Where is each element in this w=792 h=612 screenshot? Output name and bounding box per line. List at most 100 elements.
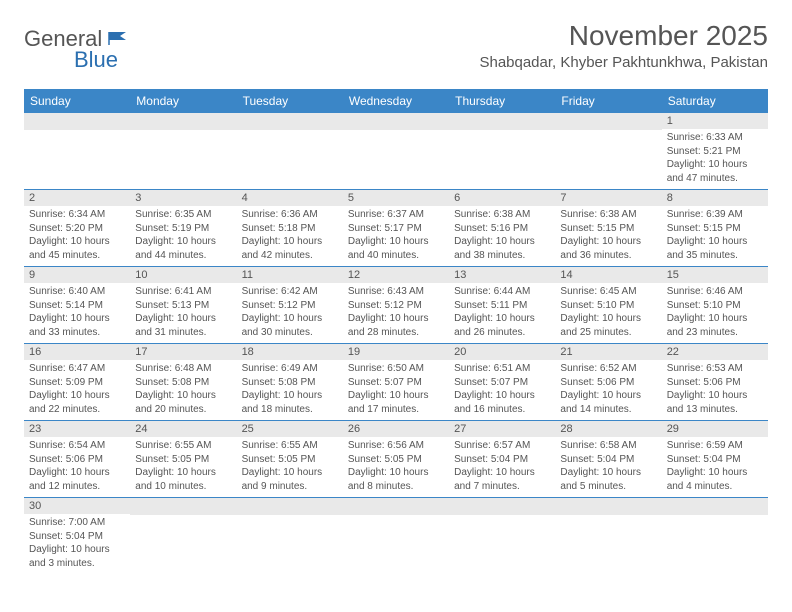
day-detail-line: Sunrise: 6:50 AM <box>348 362 444 376</box>
calendar-day-cell <box>237 498 343 574</box>
calendar-week-row: 23Sunrise: 6:54 AMSunset: 5:06 PMDayligh… <box>24 420 768 497</box>
calendar-day-cell <box>130 113 236 189</box>
day-detail-line: Sunset: 5:18 PM <box>242 222 338 236</box>
calendar-day-cell <box>130 498 236 574</box>
day-detail-line: Sunset: 5:07 PM <box>454 376 550 390</box>
day-detail-line: Sunset: 5:21 PM <box>667 145 763 159</box>
day-number: 28 <box>555 421 661 437</box>
day-detail-line: Daylight: 10 hours <box>242 389 338 403</box>
day-number: 8 <box>662 190 768 206</box>
day-detail-line: and 22 minutes. <box>29 403 125 417</box>
day-detail-line: and 47 minutes. <box>667 172 763 186</box>
day-details: Sunrise: 6:40 AMSunset: 5:14 PMDaylight:… <box>24 283 130 343</box>
day-detail-line: Daylight: 10 hours <box>454 312 550 326</box>
calendar-day-cell: 24Sunrise: 6:55 AMSunset: 5:05 PMDayligh… <box>130 421 236 497</box>
day-detail-line: and 10 minutes. <box>135 480 231 494</box>
day-number: 25 <box>237 421 343 437</box>
day-number: 30 <box>24 498 130 514</box>
day-number: 19 <box>343 344 449 360</box>
day-detail-line: Sunrise: 6:51 AM <box>454 362 550 376</box>
day-details: Sunrise: 6:55 AMSunset: 5:05 PMDaylight:… <box>130 437 236 497</box>
day-detail-line: Daylight: 10 hours <box>560 312 656 326</box>
day-detail-line: Daylight: 10 hours <box>29 389 125 403</box>
day-detail-line: Daylight: 10 hours <box>667 235 763 249</box>
day-detail-line: Sunset: 5:08 PM <box>242 376 338 390</box>
empty-day-header <box>24 113 130 130</box>
weekday-header: Thursday <box>449 89 555 113</box>
day-number: 1 <box>662 113 768 129</box>
day-detail-line: and 9 minutes. <box>242 480 338 494</box>
day-detail-line: Daylight: 10 hours <box>135 235 231 249</box>
calendar-week-row: 30Sunrise: 7:00 AMSunset: 5:04 PMDayligh… <box>24 497 768 574</box>
calendar-day-cell: 4Sunrise: 6:36 AMSunset: 5:18 PMDaylight… <box>237 190 343 266</box>
day-detail-line: Sunrise: 6:40 AM <box>29 285 125 299</box>
weekday-header: Tuesday <box>237 89 343 113</box>
calendar-header-row: SundayMondayTuesdayWednesdayThursdayFrid… <box>24 89 768 113</box>
day-number: 22 <box>662 344 768 360</box>
day-detail-line: Daylight: 10 hours <box>667 466 763 480</box>
day-details: Sunrise: 6:47 AMSunset: 5:09 PMDaylight:… <box>24 360 130 420</box>
empty-day-header <box>343 113 449 130</box>
day-detail-line: Sunrise: 6:36 AM <box>242 208 338 222</box>
day-number: 3 <box>130 190 236 206</box>
day-number: 10 <box>130 267 236 283</box>
day-detail-line: Sunset: 5:19 PM <box>135 222 231 236</box>
day-detail-line: Daylight: 10 hours <box>667 158 763 172</box>
day-detail-line: Sunrise: 6:59 AM <box>667 439 763 453</box>
day-details: Sunrise: 6:39 AMSunset: 5:15 PMDaylight:… <box>662 206 768 266</box>
calendar-day-cell: 28Sunrise: 6:58 AMSunset: 5:04 PMDayligh… <box>555 421 661 497</box>
day-number: 14 <box>555 267 661 283</box>
day-detail-line: Sunset: 5:15 PM <box>560 222 656 236</box>
empty-day-header <box>555 113 661 130</box>
day-detail-line: Daylight: 10 hours <box>454 389 550 403</box>
day-number: 15 <box>662 267 768 283</box>
day-details: Sunrise: 6:57 AMSunset: 5:04 PMDaylight:… <box>449 437 555 497</box>
calendar-day-cell: 8Sunrise: 6:39 AMSunset: 5:15 PMDaylight… <box>662 190 768 266</box>
day-detail-line: and 35 minutes. <box>667 249 763 263</box>
calendar-day-cell <box>24 113 130 189</box>
day-detail-line: Daylight: 10 hours <box>348 312 444 326</box>
day-detail-line: and 4 minutes. <box>667 480 763 494</box>
day-detail-line: and 7 minutes. <box>454 480 550 494</box>
calendar-day-cell <box>662 498 768 574</box>
calendar-day-cell: 16Sunrise: 6:47 AMSunset: 5:09 PMDayligh… <box>24 344 130 420</box>
weekday-header: Sunday <box>24 89 130 113</box>
day-detail-line: Sunrise: 6:56 AM <box>348 439 444 453</box>
calendar-day-cell: 11Sunrise: 6:42 AMSunset: 5:12 PMDayligh… <box>237 267 343 343</box>
day-detail-line: Daylight: 10 hours <box>135 466 231 480</box>
day-detail-line: Sunset: 5:09 PM <box>29 376 125 390</box>
calendar-day-cell: 29Sunrise: 6:59 AMSunset: 5:04 PMDayligh… <box>662 421 768 497</box>
calendar-day-cell: 12Sunrise: 6:43 AMSunset: 5:12 PMDayligh… <box>343 267 449 343</box>
day-detail-line: Sunrise: 6:49 AM <box>242 362 338 376</box>
calendar-grid: SundayMondayTuesdayWednesdayThursdayFrid… <box>24 89 768 574</box>
day-detail-line: Sunrise: 6:38 AM <box>560 208 656 222</box>
day-detail-line: and 20 minutes. <box>135 403 231 417</box>
day-detail-line: and 16 minutes. <box>454 403 550 417</box>
calendar-day-cell: 20Sunrise: 6:51 AMSunset: 5:07 PMDayligh… <box>449 344 555 420</box>
weekday-header: Friday <box>555 89 661 113</box>
day-details: Sunrise: 6:48 AMSunset: 5:08 PMDaylight:… <box>130 360 236 420</box>
empty-day-header <box>343 498 449 515</box>
calendar-day-cell: 7Sunrise: 6:38 AMSunset: 5:15 PMDaylight… <box>555 190 661 266</box>
day-detail-line: Sunrise: 6:55 AM <box>135 439 231 453</box>
day-detail-line: and 40 minutes. <box>348 249 444 263</box>
day-number: 18 <box>237 344 343 360</box>
day-details: Sunrise: 6:42 AMSunset: 5:12 PMDaylight:… <box>237 283 343 343</box>
empty-day-header <box>130 113 236 130</box>
day-detail-line: Sunset: 5:16 PM <box>454 222 550 236</box>
calendar-week-row: 16Sunrise: 6:47 AMSunset: 5:09 PMDayligh… <box>24 343 768 420</box>
calendar-week-row: 1Sunrise: 6:33 AMSunset: 5:21 PMDaylight… <box>24 113 768 189</box>
day-details: Sunrise: 6:44 AMSunset: 5:11 PMDaylight:… <box>449 283 555 343</box>
calendar-day-cell: 27Sunrise: 6:57 AMSunset: 5:04 PMDayligh… <box>449 421 555 497</box>
calendar-day-cell: 17Sunrise: 6:48 AMSunset: 5:08 PMDayligh… <box>130 344 236 420</box>
day-detail-line: Sunset: 5:05 PM <box>348 453 444 467</box>
day-detail-line: Sunset: 5:06 PM <box>29 453 125 467</box>
empty-day-header <box>662 498 768 515</box>
day-detail-line: Sunset: 5:12 PM <box>242 299 338 313</box>
calendar-day-cell: 18Sunrise: 6:49 AMSunset: 5:08 PMDayligh… <box>237 344 343 420</box>
day-detail-line: and 33 minutes. <box>29 326 125 340</box>
day-number: 13 <box>449 267 555 283</box>
day-detail-line: Sunrise: 6:35 AM <box>135 208 231 222</box>
day-detail-line: Daylight: 10 hours <box>560 466 656 480</box>
day-details: Sunrise: 6:49 AMSunset: 5:08 PMDaylight:… <box>237 360 343 420</box>
